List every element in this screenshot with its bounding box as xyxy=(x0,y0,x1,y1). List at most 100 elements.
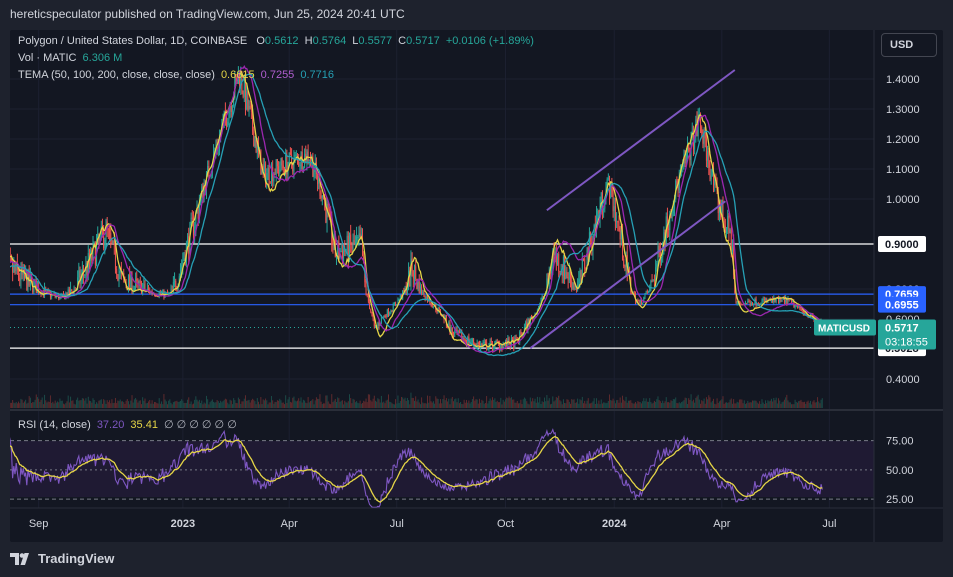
candle-body xyxy=(721,199,723,217)
currency-button[interactable]: USD xyxy=(881,33,937,57)
volume-bar xyxy=(331,394,333,408)
candle-body xyxy=(717,191,719,214)
volume-bar xyxy=(143,400,145,408)
candle-body xyxy=(348,234,350,260)
candle-body xyxy=(253,131,255,147)
candle-body xyxy=(174,281,176,283)
volume-bar xyxy=(191,404,193,408)
candle-body xyxy=(573,282,575,289)
tema-value-3: 0.7716 xyxy=(300,69,335,81)
candle-body xyxy=(722,199,724,221)
symbol-title: Polygon / United States Dollar, 1D, COIN… xyxy=(18,35,248,47)
volume-bar xyxy=(226,399,228,408)
volume-bar xyxy=(187,399,189,408)
rsi-ma-line xyxy=(10,435,823,503)
candle-body xyxy=(558,253,560,272)
volume-bar xyxy=(795,401,797,408)
volume-bar xyxy=(93,399,95,408)
volume-bar xyxy=(135,397,137,408)
volume-bar xyxy=(458,403,460,408)
volume-bar xyxy=(529,397,531,408)
chart-panel[interactable]: 1.40001.30001.20001.10001.00000.80000.60… xyxy=(10,30,943,542)
candle-body xyxy=(639,299,641,303)
time-axis[interactable]: Sep 2023 Apr Jul Oct 2024 Apr Jul xyxy=(29,518,837,530)
candle-body xyxy=(28,270,30,286)
volume-bar xyxy=(22,402,24,408)
candle-body xyxy=(742,304,744,306)
level-label-text: 0.6955 xyxy=(885,300,919,312)
volume-bar xyxy=(88,400,90,408)
channel-lines[interactable] xyxy=(529,69,736,349)
candle-body xyxy=(579,270,581,280)
candle-body xyxy=(520,331,522,335)
volume-bar xyxy=(709,397,711,408)
volume-bar xyxy=(637,401,639,408)
volume-bar xyxy=(130,400,132,408)
volume-bar xyxy=(319,394,321,408)
volume-bar xyxy=(579,399,581,408)
candle-body xyxy=(783,298,785,303)
candle-body xyxy=(744,303,746,305)
candle-body xyxy=(27,270,29,291)
candle-body xyxy=(347,235,349,260)
volume-bar xyxy=(205,395,207,408)
candle-body xyxy=(288,152,290,165)
volume-bar xyxy=(730,398,732,408)
rsi-pane[interactable] xyxy=(10,425,874,508)
volume-bar xyxy=(535,402,537,408)
volume-bar xyxy=(106,400,108,408)
volume-bar xyxy=(677,403,679,408)
volume-bar xyxy=(806,401,808,408)
candle-body xyxy=(104,240,106,249)
volume-bar xyxy=(523,397,525,408)
volume-bar xyxy=(754,400,756,408)
volume-bar xyxy=(756,402,758,408)
candle-body xyxy=(678,175,680,191)
volume-bar xyxy=(441,403,443,408)
volume-bar xyxy=(156,403,158,408)
volume-bar xyxy=(734,403,736,408)
volume-bar xyxy=(327,401,329,408)
volume-bar xyxy=(750,402,752,408)
candle-body xyxy=(207,165,209,172)
time-axis-label: 2024 xyxy=(602,518,627,530)
volume-bar xyxy=(805,403,807,408)
high-value: 0.5764 xyxy=(312,35,347,47)
candle-body xyxy=(488,345,490,350)
volume-bar xyxy=(573,399,575,408)
volume-bar xyxy=(636,403,638,408)
volume-bar xyxy=(584,400,586,408)
price-tick-label: 0.4000 xyxy=(886,374,920,386)
level-label-text: 0.9000 xyxy=(885,239,919,251)
candle-body xyxy=(587,247,589,260)
volume-bar xyxy=(151,400,153,408)
volume-bar xyxy=(684,397,686,408)
volume-bar xyxy=(463,399,465,408)
volume-bar xyxy=(280,400,282,408)
volume-bar xyxy=(282,402,284,408)
price-axis[interactable]: 1.40001.30001.20001.10001.00000.80000.60… xyxy=(10,30,943,542)
candle-body xyxy=(710,175,712,180)
volume-bar xyxy=(34,399,36,408)
chart-svg[interactable]: 1.40001.30001.20001.10001.00000.80000.60… xyxy=(10,30,943,542)
volume-bar xyxy=(305,402,307,408)
volume-bar xyxy=(698,399,700,408)
candle-body xyxy=(554,251,556,256)
volume-bar xyxy=(539,397,541,408)
candle-body xyxy=(739,301,741,304)
volume-bar xyxy=(100,399,102,408)
volume-bar xyxy=(204,403,206,408)
candle-body xyxy=(390,311,392,313)
candle-body xyxy=(335,256,337,258)
volume-bar xyxy=(333,400,335,408)
candle-body xyxy=(204,185,206,192)
candle-body xyxy=(112,240,114,244)
candle-body xyxy=(650,281,652,288)
candle-body xyxy=(461,332,463,341)
candle-body xyxy=(70,289,72,294)
candle-body xyxy=(493,347,495,350)
tradingview-logo[interactable]: TradingView xyxy=(10,551,114,566)
volume-bar xyxy=(104,400,106,408)
volume-bar xyxy=(168,400,170,408)
volume-bar xyxy=(123,402,125,408)
